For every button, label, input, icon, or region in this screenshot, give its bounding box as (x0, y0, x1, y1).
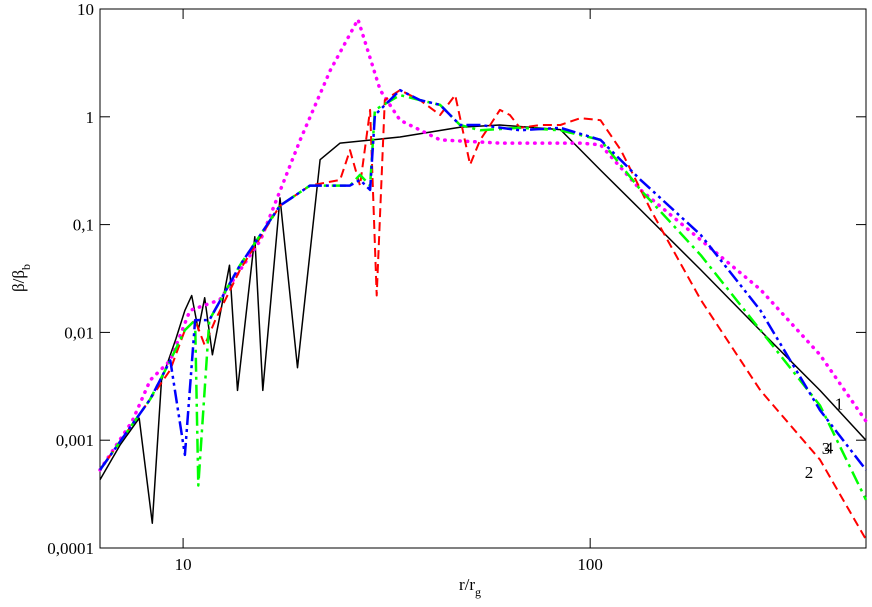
y-tick-label: 10 (77, 0, 94, 19)
y-label-main: β/β (9, 270, 28, 292)
x-label-sub: g (475, 585, 481, 599)
series-line (98, 93, 868, 501)
series-label: 1 (835, 394, 844, 413)
plot-frame (99, 8, 867, 549)
x-tick-label: 100 (577, 555, 603, 574)
y-axis-label: β/βb (9, 264, 33, 292)
y-tick-label: 0,0001 (47, 539, 94, 558)
series-line (99, 89, 867, 540)
series-label: 3 (822, 439, 831, 458)
y-label-sub: b (19, 264, 33, 270)
y-tick-label: 0,01 (64, 323, 94, 342)
series-line (98, 17, 868, 472)
series-line (99, 124, 867, 524)
x-axis-label: r/rg (459, 575, 481, 599)
series-label: 2 (805, 463, 814, 482)
series-line (98, 88, 867, 471)
y-tick-label: 0,001 (56, 431, 94, 450)
x-label-main: r/r (459, 575, 475, 594)
y-tick-label: 1 (86, 108, 95, 127)
x-tick-label: 10 (175, 555, 192, 574)
y-tick-label: 0,1 (73, 216, 94, 235)
series-label: 4 (825, 439, 834, 458)
